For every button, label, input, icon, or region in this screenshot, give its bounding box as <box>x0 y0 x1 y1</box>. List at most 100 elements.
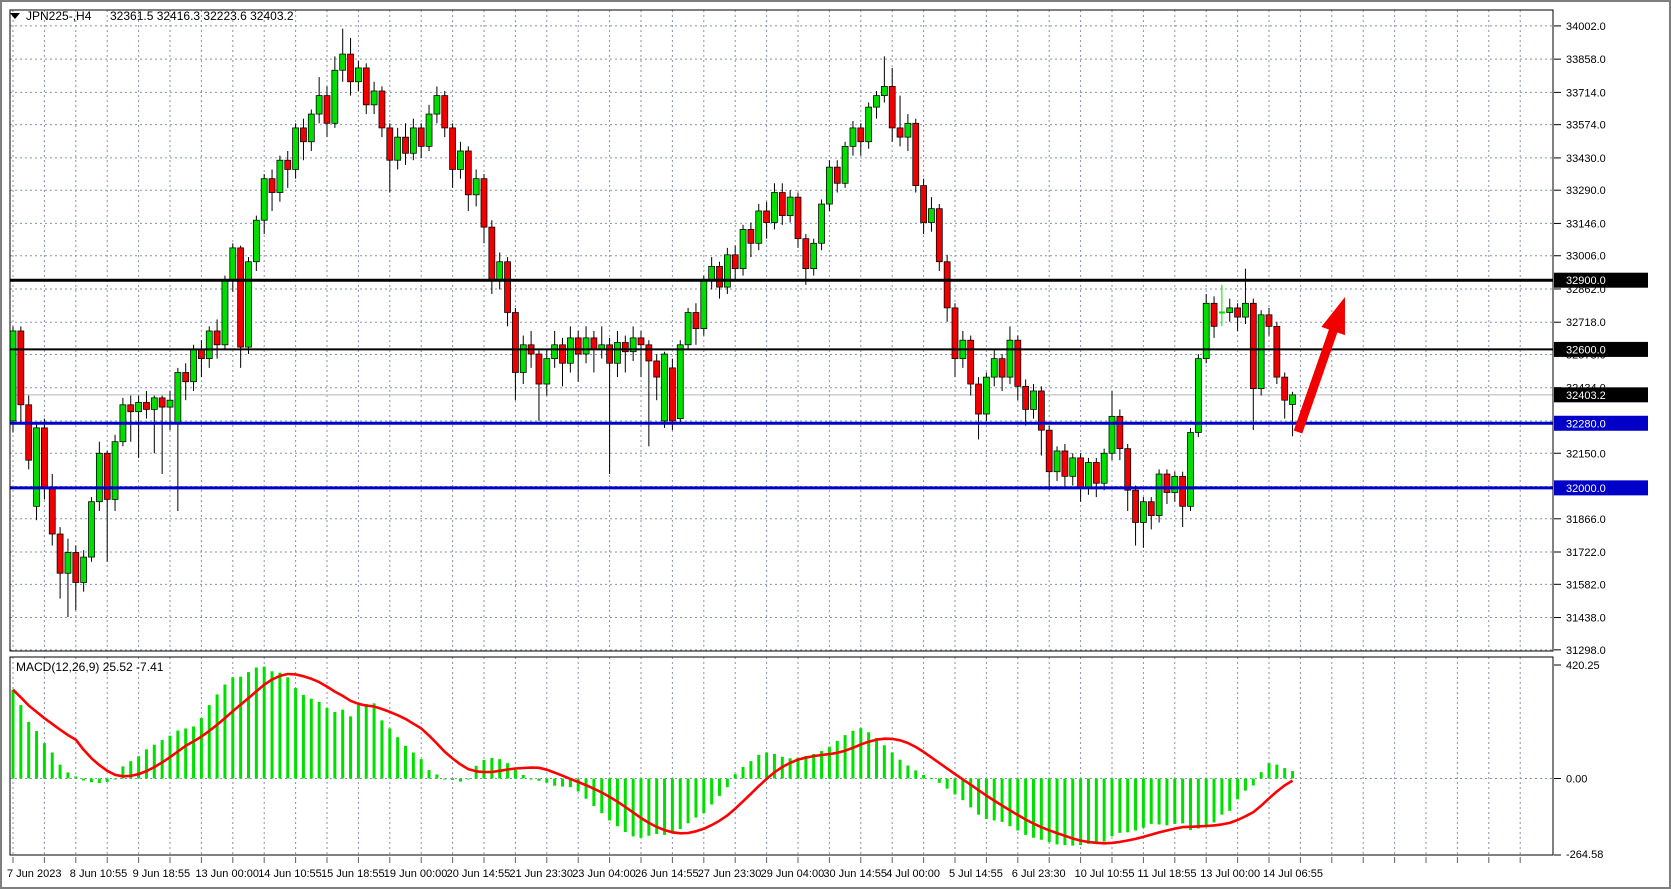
time-axis[interactable]: 7 Jun 2023 8 Jun 10:55 9 Jun 18:55 13 Jun 0… <box>7 857 1521 880</box>
candle-bull <box>755 210 763 244</box>
candle-bear <box>512 312 519 373</box>
candle-bull <box>472 178 480 196</box>
macd-histogram-bar <box>1047 778 1051 843</box>
macd-histogram-bar <box>945 778 949 789</box>
candle-bear <box>504 261 511 313</box>
macd-histogram-bar <box>1071 778 1075 846</box>
candle-bear <box>731 254 739 270</box>
symbol-dropdown-icon[interactable] <box>10 13 20 19</box>
macd-histogram-bar <box>725 778 729 788</box>
candle-bull <box>394 136 402 161</box>
macd-histogram-bar <box>718 778 721 796</box>
macd-histogram-bar <box>875 738 878 779</box>
macd-histogram-bar <box>710 778 714 805</box>
chart-frame <box>9 9 1554 856</box>
candle-bear <box>590 337 598 350</box>
price-badge-label: 32403.2 <box>1566 390 1606 402</box>
candle-bear <box>237 247 245 348</box>
macd-histogram-bar <box>686 778 690 824</box>
time-axis-label: 14 Jul 06:55 <box>1263 868 1323 880</box>
macd-histogram-bar <box>176 730 180 779</box>
macd-histogram-bar <box>301 694 305 779</box>
macd-histogram-bar <box>623 778 627 832</box>
macd-histogram-bar <box>513 769 517 779</box>
candle-bear <box>41 427 48 489</box>
macd-histogram-bar <box>1243 778 1247 791</box>
candle-bull <box>9 330 17 422</box>
macd-histogram-bar <box>74 776 78 779</box>
macd-histogram-bar <box>804 755 808 779</box>
macd-histogram-bar <box>66 772 70 779</box>
macd-histogram-bar <box>364 703 368 779</box>
macd-histogram-bar <box>1259 772 1263 779</box>
macd-histogram-bar <box>757 754 761 779</box>
macd-signal-line <box>12 672 1294 845</box>
candle-bull <box>174 372 182 424</box>
candle-bear <box>559 344 566 364</box>
candle-bear <box>488 226 496 281</box>
horizontal-lines-layer[interactable] <box>10 278 1553 490</box>
candle-bear <box>323 95 331 124</box>
candle-bull <box>409 127 417 154</box>
candle-bull <box>629 337 637 353</box>
macd-histogram-bar <box>537 778 541 781</box>
macd-histogram-bar <box>294 688 298 779</box>
macd-histogram-bar <box>333 712 337 779</box>
candle-bear <box>1132 489 1139 523</box>
macd-histogram-bar <box>247 672 250 779</box>
macd-histogram-bar <box>411 752 415 779</box>
candle-bear <box>480 178 488 228</box>
macd-header: MACD(12,26,9) 25.52 -7.41 <box>16 660 164 674</box>
candle-bear <box>1061 450 1069 477</box>
macd-histogram-bar <box>199 718 203 779</box>
macd-histogram-bar <box>859 728 863 779</box>
macd-histogram-bar <box>11 689 15 779</box>
candle-bear <box>127 404 135 413</box>
macd-histogram-bar <box>1110 778 1114 837</box>
candle-bear <box>935 208 943 263</box>
candle-bear <box>158 397 166 408</box>
candle-bull <box>990 358 998 378</box>
candle-bear <box>402 136 409 154</box>
macd-histogram-bar <box>58 764 62 779</box>
candle-bull <box>1053 450 1061 473</box>
macd-histogram-bar <box>820 751 824 779</box>
candle-bull <box>496 261 504 281</box>
trend-arrow[interactable] <box>1293 297 1345 434</box>
macd-histogram-bar <box>663 778 667 835</box>
time-axis-label: 11 Jul 18:55 <box>1137 868 1196 880</box>
macd-histogram-bar <box>1149 778 1153 824</box>
macd-histogram-bar <box>1236 778 1240 800</box>
price-tick-label: 31438.0 <box>1566 613 1606 625</box>
candle-bull <box>331 69 339 124</box>
arrow-head[interactable] <box>1321 297 1345 336</box>
macd-histogram-bar <box>678 778 682 830</box>
candle-bear <box>896 127 904 138</box>
macd-histogram-bar <box>435 774 439 779</box>
macd-histogram-bar <box>50 752 54 779</box>
arrow-shaft[interactable] <box>1293 323 1340 434</box>
macd-histogram-bar <box>270 671 274 779</box>
macd-histogram-bar <box>529 778 533 780</box>
candle-bear <box>143 402 150 410</box>
price-tick-label: 31582.0 <box>1566 579 1606 591</box>
macd-histogram-bar <box>922 775 926 779</box>
macd-histogram-bar <box>349 716 353 779</box>
time-axis-label: 27 Jun 23:30 <box>698 868 762 880</box>
candle-bear <box>268 178 276 193</box>
price-tick-label: 33714.0 <box>1566 87 1606 99</box>
candle-bull <box>826 166 833 205</box>
macd-histogram-bar <box>961 778 965 801</box>
macd-histogram-bar <box>419 759 423 779</box>
candle-bear <box>920 185 927 223</box>
candle-bull <box>551 344 559 360</box>
macd-histogram-bar <box>254 667 258 779</box>
candle-bull <box>865 106 873 143</box>
candle-bear <box>1179 475 1187 507</box>
macd-histogram-bar <box>458 778 462 782</box>
price-axis[interactable]: 34002.0 33858.0 33714.0 33574.0 33430.0 33290… <box>1554 21 1648 861</box>
time-axis-label: 8 Jun 10:55 <box>70 868 128 880</box>
macd-histogram-bar <box>372 703 376 779</box>
candle-bull <box>433 95 441 115</box>
